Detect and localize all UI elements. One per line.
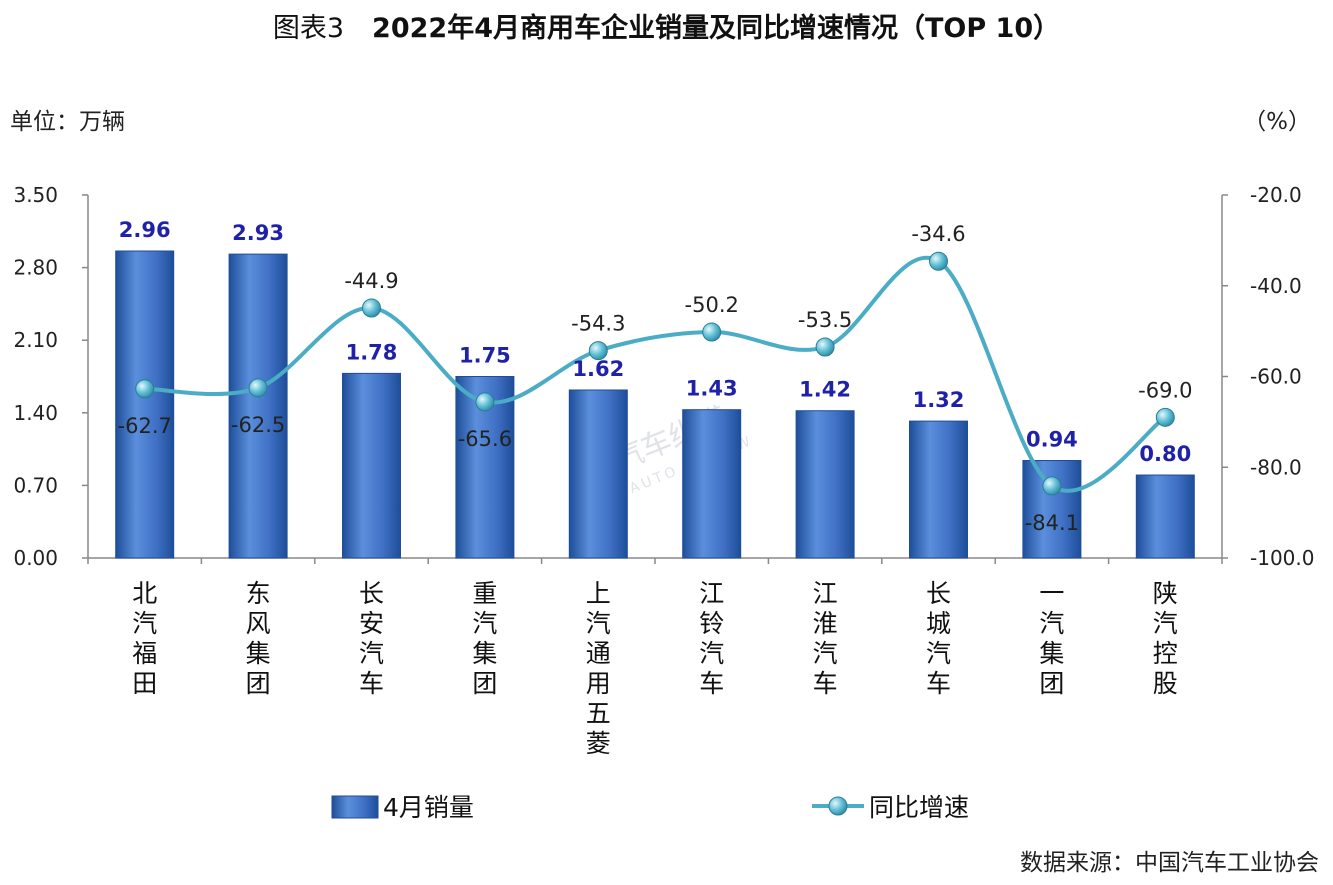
growth-value-label: -62.7 [118,414,172,438]
legend-line-label: 同比增速 [869,793,969,822]
category-label: 长安汽车 [359,579,384,698]
legend-line-dot [828,796,848,816]
category-label: 陕汽控股 [1153,579,1178,698]
category-labels: 北汽福田 东风集团 长安汽车 重汽集团 上汽通用五菱 江铃汽车 江淮汽车 长城汽车 一汽集团 陕汽… [132,579,1178,758]
bar [909,420,968,559]
line-point [815,337,835,357]
bar-value-label: 0.80 [1139,442,1191,466]
bar [568,389,628,559]
growth-value-label: -54.3 [571,312,625,336]
growth-value-label: -50.2 [685,293,739,317]
bar [1135,474,1195,559]
left-tick-label: 1.40 [13,401,58,425]
right-tick-label: -60.0 [1250,365,1302,389]
bar-value-label: 1.32 [913,388,965,412]
line-point [475,392,495,412]
left-tick-label: 0.00 [13,546,58,570]
growth-value-label: -44.9 [344,269,398,293]
category-label: 一汽集团 [1039,579,1064,698]
category-label: 长城汽车 [926,579,951,698]
line-point [702,322,722,342]
bar-value-label: 1.43 [686,377,738,401]
left-tick-label: 2.80 [13,256,58,280]
right-tick-label: -80.0 [1250,455,1302,479]
bar-value-label: 2.93 [232,221,284,245]
line-point [362,298,381,318]
growth-value-label: -34.6 [911,222,965,246]
category-label: 江铃汽车 [699,579,724,698]
bar [115,250,175,559]
growth-value-label: -53.5 [798,308,852,332]
category-label: 江淮汽车 [813,579,838,698]
line-point [135,379,155,399]
right-tick-label: -100.0 [1250,546,1314,570]
bar-value-label: 2.96 [119,218,171,242]
growth-value-label: -69.0 [1138,378,1192,402]
bar-value-label: 1.78 [346,340,398,364]
bar-value-label: 0.94 [1026,428,1078,452]
left-axis-unit: 单位：万辆 [10,109,125,135]
growth-value-label: -62.5 [231,413,285,437]
left-tick-label: 2.10 [13,328,58,352]
bar-value-label: 1.75 [459,344,511,368]
figure-number: 图表3 [272,13,345,44]
line-point [929,251,948,271]
category-label: 东风集团 [246,579,271,698]
right-tick-label: -20.0 [1250,183,1302,207]
data-source: 数据来源：中国汽车工业协会 [1020,850,1319,876]
title-text: 2022年4月商用车企业销量及同比增速情况（TOP 10） [372,13,1061,44]
growth-value-label: -65.6 [458,427,512,451]
line-point [588,341,608,361]
bar [682,409,742,559]
axes: 0.00 0.70 1.40 2.10 2.80 3.50 -100.0 -80.0 -60.0… [13,183,1314,570]
category-label: 上汽通用五菱 [586,579,611,758]
line-point [1155,407,1175,427]
data-labels: 2.96 2.93 1.78 1.75 1.62 1.43 1.42 1.32 0.94 0.80… [118,218,1193,535]
bar-value-label: 1.62 [572,357,624,381]
legend: 4月销量 同比增速 [331,793,969,822]
bar [795,410,855,559]
category-label: 北汽福田 [132,579,157,698]
right-axis-unit: （%） [1243,109,1311,135]
legend-bar-label: 4月销量 [383,793,474,822]
bar [342,372,401,559]
category-label: 重汽集团 [472,579,497,698]
growth-line [144,256,1167,493]
line-point [248,378,268,398]
growth-value-label: -84.1 [1025,511,1079,535]
bar-value-label: 1.42 [799,378,851,402]
bar-series [115,250,1195,559]
line-series [135,251,1175,496]
right-tick-label: -40.0 [1250,274,1302,298]
left-tick-label: 0.70 [13,473,58,497]
legend-bar-swatch [331,795,379,819]
bar [1022,460,1082,559]
chart-title: 图表3 2022年4月商用车企业销量及同比增速情况（TOP 10） [0,6,1333,45]
line-point [1042,476,1062,496]
bar [228,253,288,559]
left-tick-label: 3.50 [13,183,58,207]
